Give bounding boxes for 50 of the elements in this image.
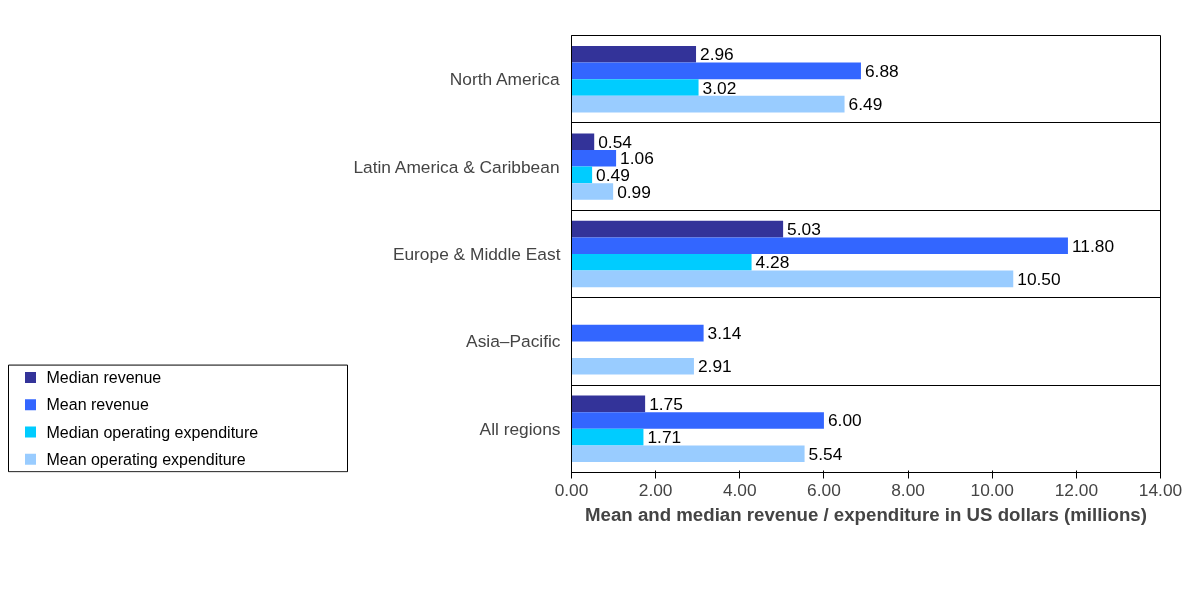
bar <box>571 395 646 413</box>
y-tick-label: Asia–Pacific <box>466 331 561 352</box>
data-label: 4.28 <box>755 252 790 273</box>
data-label: 5.03 <box>787 219 821 240</box>
data-label: 5.54 <box>808 443 843 464</box>
bar <box>571 428 644 446</box>
x-tick-label: 4.00 <box>722 479 757 500</box>
data-label: 2.91 <box>697 356 732 377</box>
data-label: 1.71 <box>647 427 682 448</box>
bar <box>571 270 1014 288</box>
bar <box>571 183 614 200</box>
data-label: 6.00 <box>827 410 862 431</box>
bar <box>571 412 824 429</box>
bar <box>571 79 699 96</box>
data-label: 10.50 <box>1017 268 1061 289</box>
x-tick-label: 10.00 <box>970 479 1014 500</box>
bar <box>571 166 593 184</box>
bar <box>571 133 595 150</box>
data-label: 6.88 <box>864 60 899 81</box>
bar <box>571 324 704 342</box>
data-label: 1.75 <box>649 393 683 414</box>
x-tick-label: 0.00 <box>554 479 589 500</box>
data-label: 2.96 <box>700 44 734 65</box>
data-label: 6.49 <box>848 94 883 115</box>
y-tick-label: North America <box>449 69 560 90</box>
bar <box>571 95 845 113</box>
legend-label: Median revenue <box>46 369 162 387</box>
bar <box>571 220 784 238</box>
y-tick-label: Europe & Middle East <box>392 244 561 264</box>
data-label: 3.14 <box>707 323 742 344</box>
x-tick-label: 14.00 <box>1138 479 1183 500</box>
x-axis-title: Mean and median revenue / expenditure in US dollars (millions) <box>585 503 1147 525</box>
legend-label: Mean operating expenditure <box>46 450 246 468</box>
bar <box>571 62 861 80</box>
y-tick-label: Latin America & Caribbean <box>353 156 560 177</box>
bar <box>571 149 617 167</box>
legend-label: Median operating expenditure <box>46 423 259 441</box>
bar <box>571 45 697 63</box>
legend-label: Mean revenue <box>46 396 149 414</box>
x-tick-label: 8.00 <box>891 479 925 500</box>
bar <box>571 358 694 375</box>
data-label: 3.02 <box>702 77 737 98</box>
x-tick-label: 12.00 <box>1054 479 1099 500</box>
bar <box>571 254 752 271</box>
x-tick-label: 6.00 <box>807 479 841 500</box>
y-tick-label: All regions <box>479 418 561 439</box>
x-tick-label: 2.00 <box>638 479 673 500</box>
data-label: 11.80 <box>1071 235 1115 256</box>
bar <box>571 445 805 463</box>
bar <box>571 237 1068 254</box>
